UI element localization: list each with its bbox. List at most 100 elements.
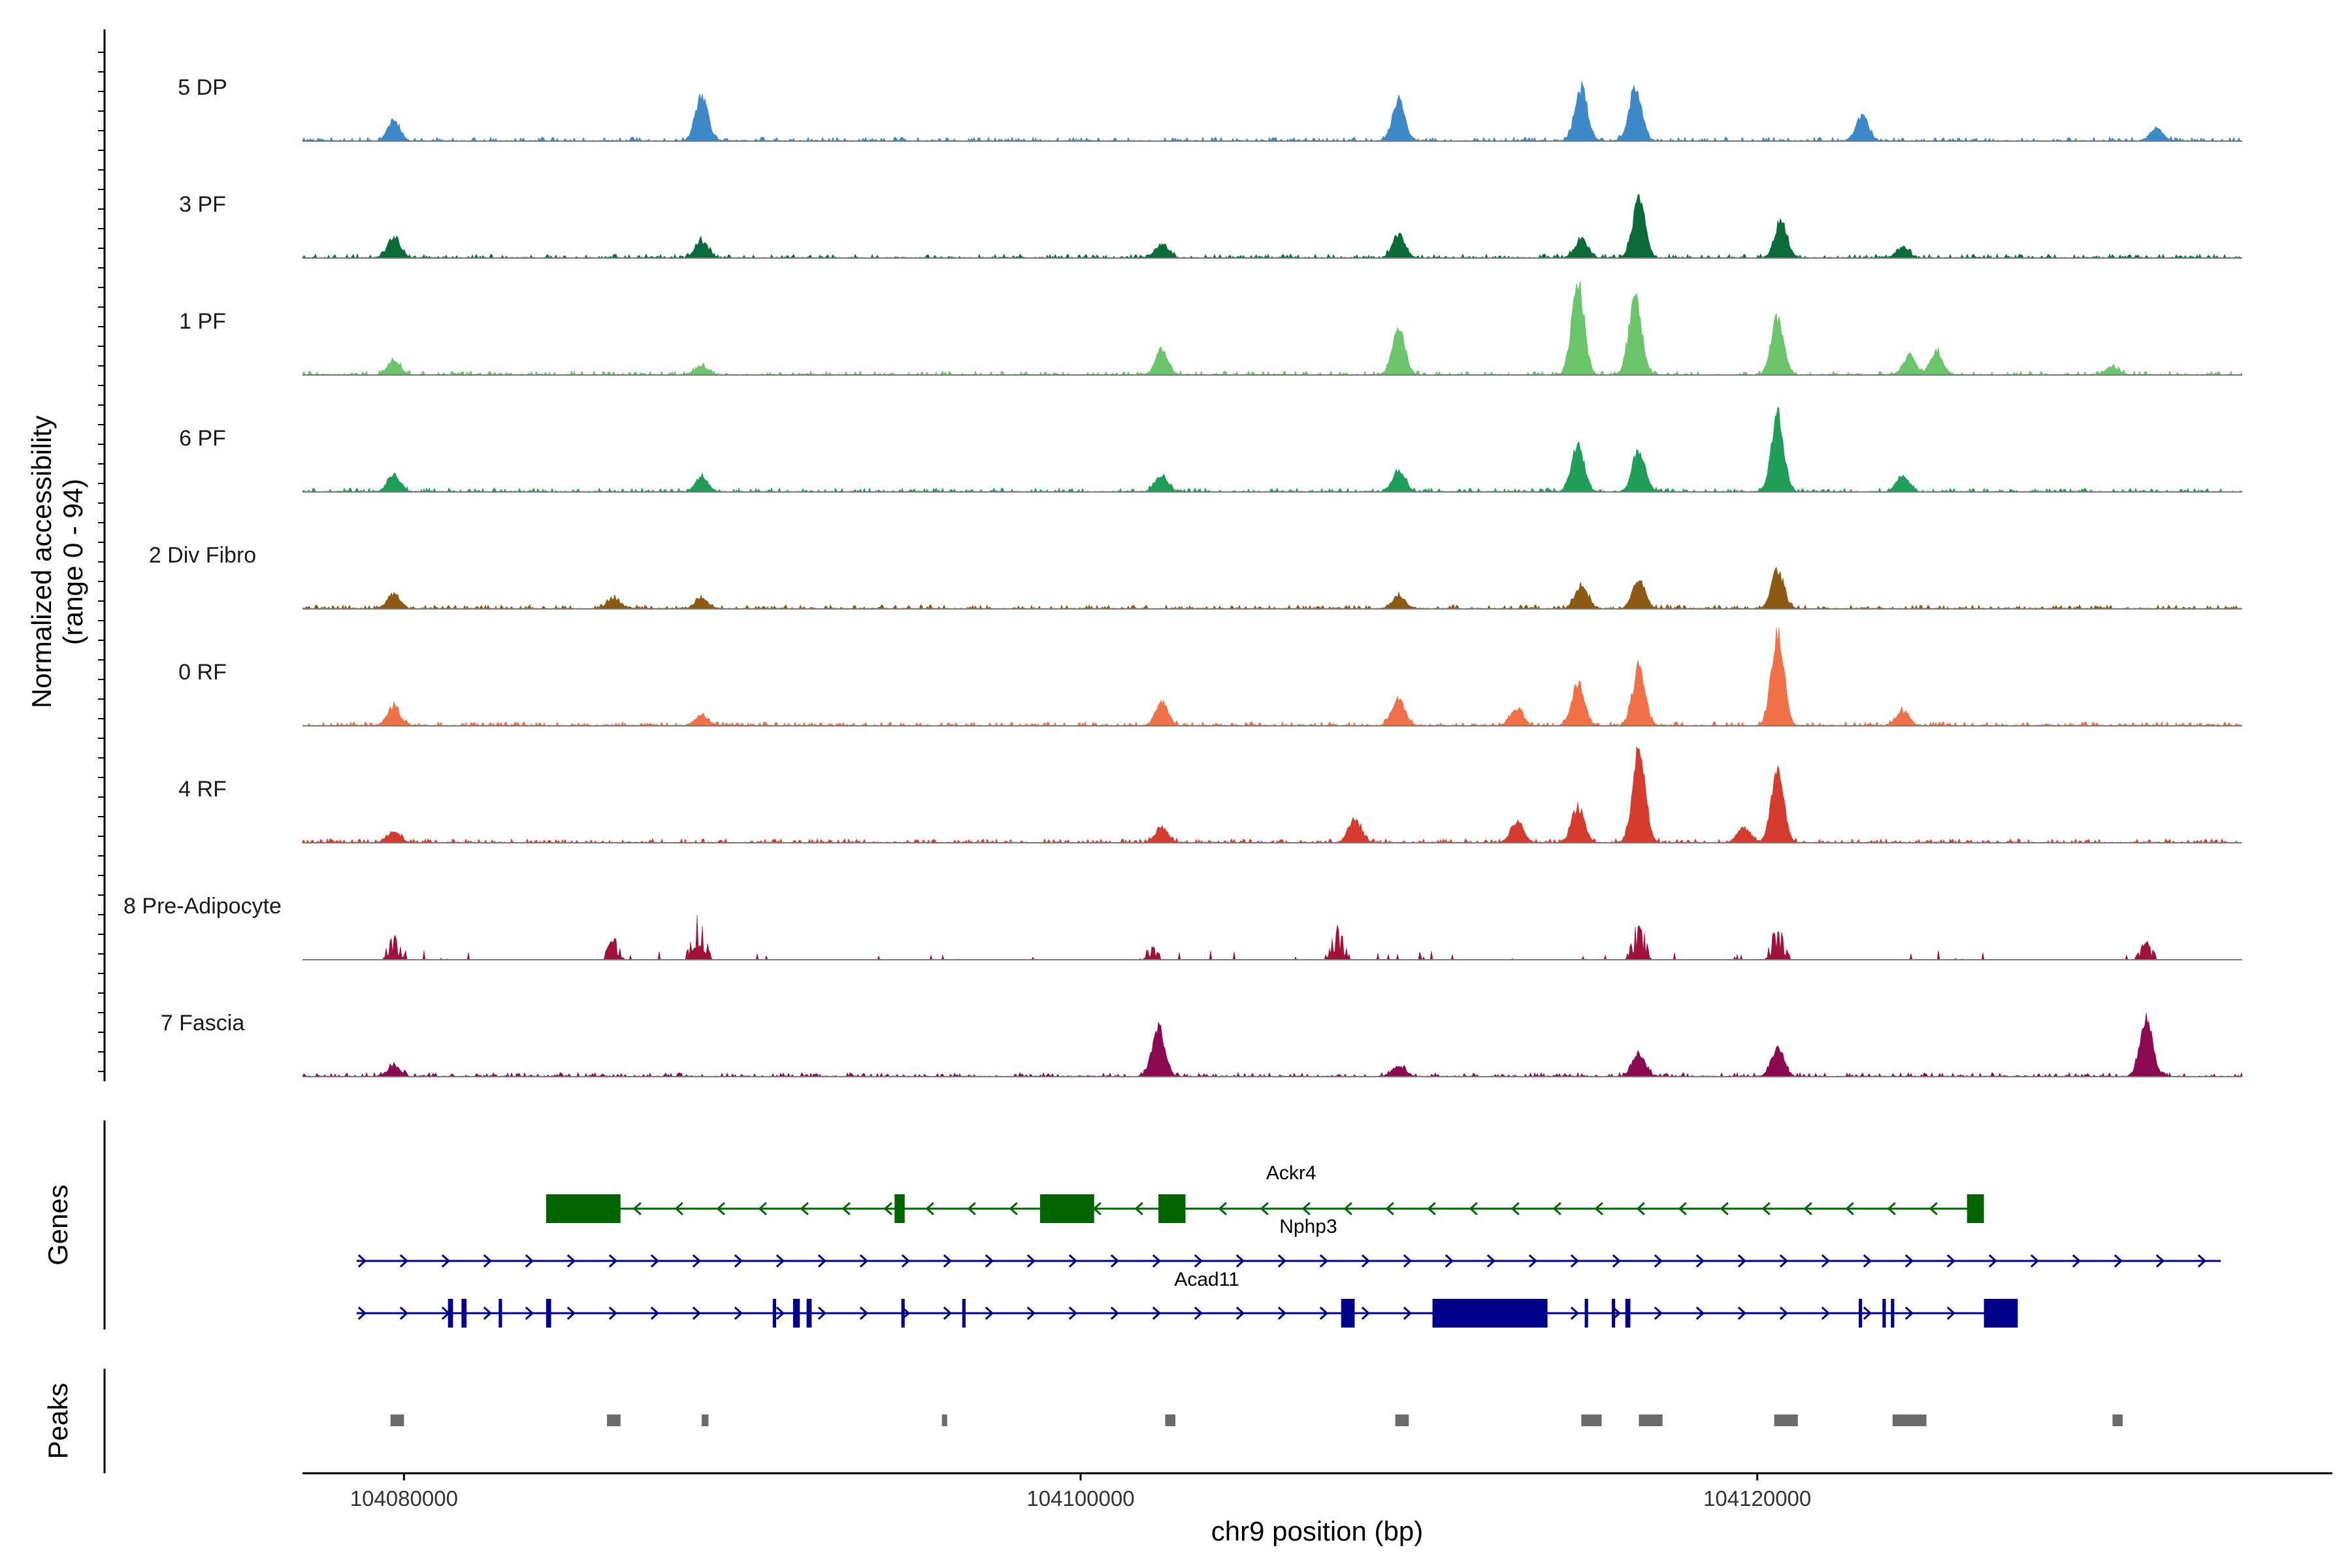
strand-arrow bbox=[841, 1201, 851, 1216]
strand-arrow bbox=[1695, 1306, 1705, 1320]
strand-arrow bbox=[1194, 1254, 1203, 1268]
exon bbox=[1432, 1299, 1548, 1328]
strand-arrow bbox=[1319, 1254, 1329, 1268]
strand-arrow bbox=[1110, 1306, 1120, 1320]
x-axis-ticks: 104080000 104100000 104120000 bbox=[350, 1473, 1811, 1511]
exon bbox=[792, 1299, 800, 1328]
strand-arrow bbox=[525, 1306, 534, 1320]
strand-arrow bbox=[650, 1306, 660, 1320]
track-3-pf: 3 PF bbox=[179, 192, 2243, 259]
strand-arrow bbox=[1486, 1254, 1496, 1268]
strand-arrow bbox=[2155, 1254, 2165, 1268]
coverage-y-axis-title: Normalized accessibility (range 0 - 94) bbox=[26, 416, 88, 708]
track-7-fascia: 7 Fascia bbox=[161, 1011, 2243, 1077]
exon bbox=[1891, 1299, 1895, 1328]
strand-arrow bbox=[1761, 1201, 1771, 1216]
gene-nphp3: Nphp3 bbox=[356, 1216, 2221, 1268]
strand-arrow bbox=[441, 1254, 451, 1268]
x-tick-label: 104100000 bbox=[1026, 1486, 1134, 1511]
strand-arrow bbox=[2072, 1254, 2082, 1268]
track-4-rf: 4 RF bbox=[178, 746, 2243, 843]
peak-region bbox=[2112, 1414, 2123, 1426]
strand-arrow bbox=[1887, 1201, 1896, 1216]
strand-arrow bbox=[943, 1306, 953, 1320]
strand-arrow bbox=[1403, 1254, 1413, 1268]
strand-arrow bbox=[2197, 1254, 2207, 1268]
strand-arrow bbox=[776, 1306, 785, 1320]
strand-arrow bbox=[1385, 1201, 1394, 1216]
exon bbox=[901, 1299, 905, 1328]
strand-arrow bbox=[357, 1306, 367, 1320]
track-label: 3 PF bbox=[179, 192, 226, 217]
strand-arrow bbox=[1403, 1306, 1413, 1320]
strand-arrow bbox=[985, 1254, 994, 1268]
strand-arrow bbox=[399, 1254, 409, 1268]
strand-arrow bbox=[608, 1254, 618, 1268]
exon bbox=[1612, 1299, 1616, 1328]
peak-region bbox=[1892, 1414, 1927, 1426]
strand-arrow bbox=[1235, 1306, 1245, 1320]
exon bbox=[1158, 1194, 1186, 1223]
strand-arrow bbox=[1092, 1201, 1102, 1216]
strand-arrow bbox=[1612, 1254, 1622, 1268]
gene-name-label: Ackr4 bbox=[1266, 1162, 1316, 1184]
strand-arrow bbox=[1695, 1254, 1705, 1268]
strand-arrow bbox=[674, 1201, 683, 1216]
strand-arrow bbox=[901, 1254, 911, 1268]
strand-arrow bbox=[1821, 1254, 1831, 1268]
exon bbox=[1882, 1299, 1886, 1328]
x-tick-label: 104080000 bbox=[350, 1486, 458, 1511]
strand-arrow bbox=[1779, 1306, 1789, 1320]
track-label: 5 DP bbox=[178, 75, 227, 100]
strand-arrow bbox=[1343, 1201, 1352, 1216]
peak-regions bbox=[390, 1414, 2123, 1426]
strand-arrow bbox=[566, 1306, 576, 1320]
strand-arrow bbox=[925, 1201, 934, 1216]
strand-arrow bbox=[758, 1201, 767, 1216]
exon bbox=[461, 1299, 467, 1328]
strand-arrow bbox=[1134, 1201, 1143, 1216]
track-8-pre-adipocyte: 8 Pre-Adipocyte bbox=[123, 894, 2242, 960]
track-label: 8 Pre-Adipocyte bbox=[123, 894, 282, 919]
strand-arrow bbox=[1678, 1201, 1687, 1216]
peak-region bbox=[1774, 1414, 1798, 1426]
strand-arrow bbox=[1636, 1201, 1645, 1216]
strand-arrow bbox=[1068, 1306, 1078, 1320]
strand-arrow bbox=[2030, 1254, 2040, 1268]
exon bbox=[806, 1299, 812, 1328]
track-1-pf: 1 PF bbox=[179, 280, 2243, 376]
strand-arrow bbox=[1218, 1201, 1227, 1216]
strand-arrow bbox=[943, 1254, 953, 1268]
exon bbox=[1859, 1299, 1863, 1328]
peak-region bbox=[1581, 1414, 1602, 1426]
strand-arrow bbox=[1068, 1254, 1078, 1268]
exon bbox=[1039, 1194, 1094, 1223]
strand-arrow bbox=[1361, 1254, 1371, 1268]
strand-arrow bbox=[1904, 1306, 1914, 1320]
strand-arrow bbox=[859, 1306, 869, 1320]
gene-acad11: Acad11 bbox=[356, 1269, 2018, 1328]
track-0-rf: 0 RF bbox=[178, 627, 2243, 727]
strand-arrow bbox=[883, 1201, 892, 1216]
strand-arrow bbox=[817, 1306, 827, 1320]
peak-region bbox=[607, 1414, 621, 1426]
exon bbox=[448, 1299, 453, 1328]
coverage-y-ticks bbox=[98, 52, 105, 1072]
strand-arrow bbox=[1194, 1306, 1203, 1320]
strand-arrow bbox=[692, 1306, 702, 1320]
strand-arrow bbox=[1929, 1201, 1938, 1216]
strand-arrow bbox=[1469, 1201, 1478, 1216]
x-tick-label: 104120000 bbox=[1703, 1486, 1811, 1511]
strand-arrow bbox=[1528, 1254, 1538, 1268]
exon bbox=[498, 1299, 502, 1328]
track-label: 0 RF bbox=[178, 660, 227, 685]
strand-arrow bbox=[1260, 1201, 1269, 1216]
strand-arrow bbox=[1301, 1201, 1311, 1216]
strand-arrow bbox=[650, 1254, 660, 1268]
strand-arrow bbox=[692, 1254, 702, 1268]
strand-arrow bbox=[1654, 1254, 1663, 1268]
strand-arrow bbox=[1946, 1254, 1956, 1268]
strand-arrow bbox=[399, 1306, 409, 1320]
peak-region bbox=[1395, 1414, 1409, 1426]
